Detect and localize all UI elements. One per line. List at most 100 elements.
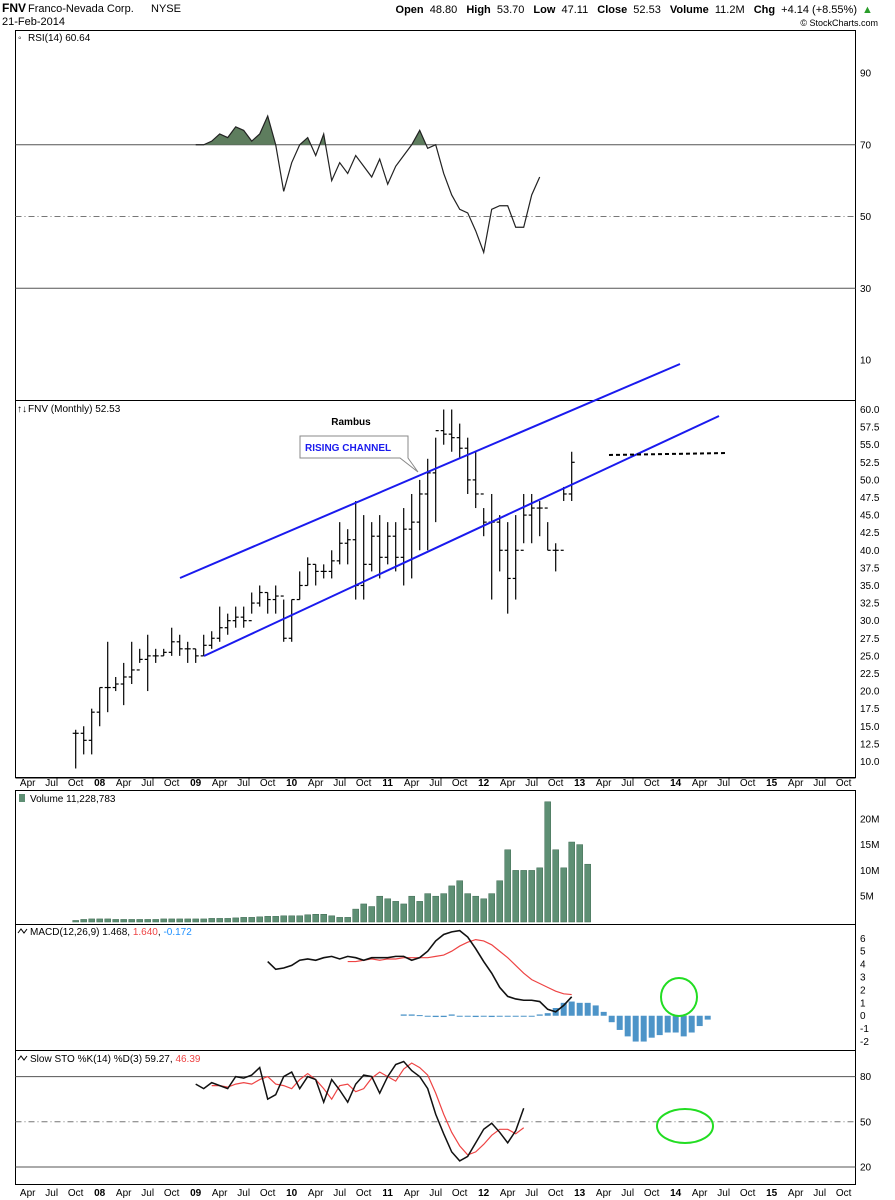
- price-bar: [504, 522, 511, 614]
- volume-bar: [160, 918, 167, 923]
- volume-legend: Volume 11,228,783: [30, 794, 116, 805]
- x-tick-label: 11: [382, 1188, 393, 1199]
- volume-bar: [496, 880, 503, 923]
- macd-tick-label: -1: [860, 1024, 869, 1035]
- price-bar: [304, 557, 311, 587]
- volume-bar: [400, 903, 407, 923]
- x-tick-label: Apr: [116, 1188, 132, 1199]
- x-tick-label: Jul: [237, 1188, 250, 1199]
- macd-legend-value: 1.468,: [102, 927, 133, 938]
- price-bar: [448, 409, 455, 452]
- panel-frames: [15, 30, 856, 1185]
- price-bar: [232, 606, 239, 628]
- macd-legend-sep: ,: [158, 927, 164, 938]
- header-company: Franco-Nevada Corp.: [28, 3, 134, 15]
- x-tick-label: Apr: [500, 778, 516, 789]
- volume-bar: [384, 898, 391, 923]
- rsi-tick-label: 70: [860, 140, 872, 151]
- price-bar: [480, 493, 487, 537]
- chg-label: Chg: [754, 4, 775, 16]
- macd-histogram-bar: [600, 1011, 607, 1016]
- price-tick-label: 22.5: [860, 669, 880, 680]
- macd-histogram-bar: [592, 1005, 599, 1016]
- x-tick-label: Jul: [429, 778, 442, 789]
- volume-bar: [96, 918, 103, 923]
- macd-histogram-bar: [632, 1015, 639, 1042]
- price-bar: [464, 437, 471, 494]
- x-tick-label: Jul: [621, 778, 634, 789]
- x-tick-label: Apr: [692, 778, 708, 789]
- x-tick-label: Oct: [68, 778, 84, 789]
- x-tick-label: Apr: [212, 778, 228, 789]
- x-tick-label: Oct: [548, 1188, 564, 1199]
- price-bar: [520, 493, 527, 551]
- volume-bar: [368, 906, 375, 923]
- price-tick-label: 12.5: [860, 739, 880, 750]
- macd-legend-name: MACD(12,26,9): [30, 927, 102, 938]
- high-value: 53.70: [497, 4, 525, 16]
- x-tick-label: Jul: [141, 778, 154, 789]
- macd-histogram-bar: [504, 1015, 511, 1017]
- sto-legend-name: Slow STO %K(14) %D(3): [30, 1054, 145, 1065]
- volume-bar: [448, 885, 455, 923]
- channel-upper-line: [179, 363, 681, 579]
- volume-bar: [168, 918, 175, 923]
- volume-bar: [464, 893, 471, 923]
- macd-histogram-bar: [648, 1015, 655, 1038]
- price-bar: [496, 515, 503, 572]
- volume-bar: [176, 918, 183, 923]
- volume-bar: [192, 918, 199, 923]
- price-tick-label: 35.0: [860, 581, 880, 592]
- x-tick-label: 09: [190, 1188, 202, 1199]
- x-tick-label: Oct: [356, 778, 372, 789]
- x-tick-label: Jul: [45, 778, 58, 789]
- price-legend: FNV (Monthly) 52.53: [28, 404, 121, 415]
- volume-tick-label: 20M: [860, 814, 879, 825]
- x-tick-label: Apr: [692, 1188, 708, 1199]
- macd-histogram-bar: [560, 1002, 567, 1016]
- x-tick-label: Jul: [525, 778, 538, 789]
- macd-histogram-bar: [656, 1015, 663, 1036]
- macd-legend: MACD(12,26,9) 1.468, 1.640, -0.172: [30, 927, 192, 938]
- header-date: 21-Feb-2014: [2, 16, 65, 28]
- price-tick-label: 60.0: [860, 405, 880, 416]
- price-bar: [184, 641, 191, 663]
- macd-histogram-bar: [480, 1015, 487, 1017]
- price-bar: [544, 507, 551, 551]
- macd-layer: 6 5 4 32 1 0 -1 -2 MACD(12,26,9) 1.468, 1.640, -…: [17, 927, 869, 1048]
- volume-bar: [328, 915, 335, 923]
- sto-d-line: [211, 1062, 525, 1156]
- volume-bar: [208, 918, 215, 923]
- volume-bar: [136, 919, 143, 923]
- macd-histogram-bar: [624, 1015, 631, 1037]
- x-tick-label: Jul: [813, 1188, 826, 1199]
- price-bar: [296, 571, 303, 601]
- x-tick-label: Jul: [45, 1188, 58, 1199]
- price-bar: [256, 585, 263, 607]
- sto-d-value: 46.39: [175, 1054, 200, 1065]
- price-tick-label: 15.0: [860, 722, 880, 733]
- price-bar: [104, 641, 111, 713]
- macd-histogram-bar: [416, 1015, 423, 1017]
- x-tick-label: Oct: [740, 1188, 756, 1199]
- price-bar: [168, 627, 175, 656]
- price-bar: [344, 529, 351, 565]
- price-bar: [80, 726, 87, 755]
- rsi-tick-label: 90: [860, 69, 872, 80]
- price-tick-label: 55.0: [860, 440, 880, 451]
- volume-bar: [184, 918, 191, 923]
- price-tick-label: 25.0: [860, 651, 880, 662]
- volume-bar: [344, 917, 351, 923]
- macd-legend-icon: [17, 928, 28, 934]
- stochastic-layer: 80 50 20 Slow STO %K(14) %D(3) 59.27, 46.39: [15, 1054, 872, 1173]
- sto-k-line: [195, 1060, 525, 1162]
- x-tick-label: Jul: [717, 778, 730, 789]
- channel-lower-line: [203, 415, 720, 657]
- price-layer: 60.0 57.5 55.0 52.5 50.0 47.5 45.0 42.5 40.0 37.5…: [17, 404, 880, 769]
- sto-tick-label: 20: [860, 1162, 872, 1173]
- volume-bar: [472, 895, 479, 923]
- macd-signal-line: [347, 938, 572, 996]
- x-tick-label: Jul: [717, 1188, 730, 1199]
- sto-tick-label: 80: [860, 1072, 872, 1083]
- macd-histogram-bar: [512, 1015, 519, 1017]
